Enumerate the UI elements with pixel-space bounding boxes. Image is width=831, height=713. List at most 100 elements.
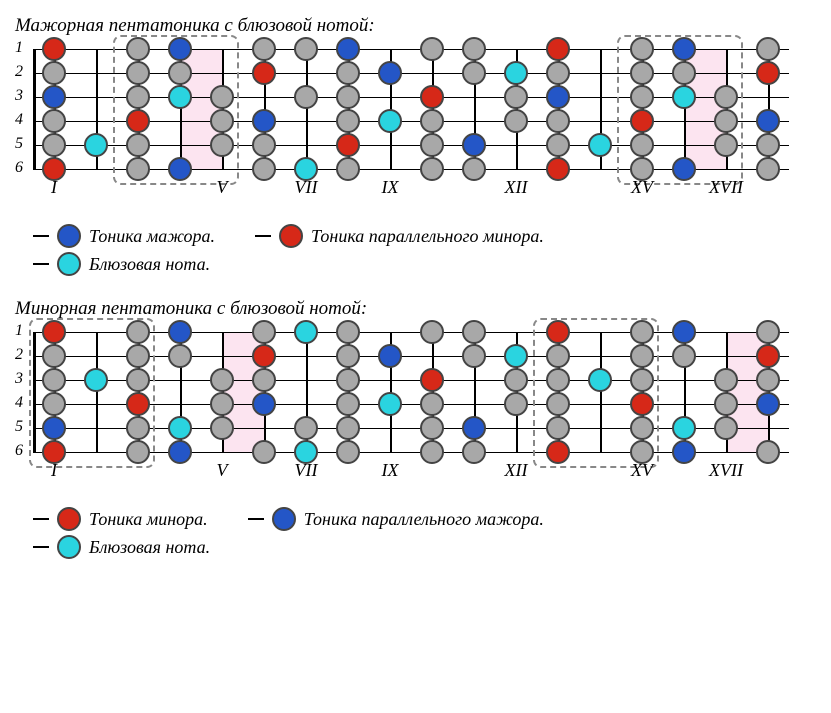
note-dot <box>420 440 444 464</box>
legend-label: Блюзовая нота. <box>89 537 210 558</box>
legend-item: Блюзовая нота. <box>33 252 210 276</box>
note-dot <box>462 157 486 181</box>
note-dot <box>546 368 570 392</box>
note-dot <box>294 85 318 109</box>
note-dot <box>252 37 276 61</box>
fretboard: 123456IVVIIIXXIIXVXVII <box>15 49 816 214</box>
note-dot <box>168 416 192 440</box>
diagram-title: Мажорная пентатоника с блюзовой нотой: <box>15 15 816 37</box>
note-dot <box>42 392 66 416</box>
note-dot <box>126 320 150 344</box>
note-dot <box>168 37 192 61</box>
note-dot <box>42 61 66 85</box>
note-dot <box>336 344 360 368</box>
note-dot <box>42 133 66 157</box>
note-dot <box>714 368 738 392</box>
note-dot <box>336 109 360 133</box>
note-dot <box>126 61 150 85</box>
note-dot <box>420 133 444 157</box>
note-dot <box>546 61 570 85</box>
note-dot <box>168 61 192 85</box>
fret-label: VII <box>295 177 318 198</box>
note-dot <box>504 109 528 133</box>
note-dot <box>630 392 654 416</box>
note-dot <box>210 133 234 157</box>
string-number: 5 <box>15 418 23 436</box>
note-dot <box>420 368 444 392</box>
note-dot <box>126 416 150 440</box>
legend-label: Блюзовая нота. <box>89 254 210 275</box>
note-dot <box>42 344 66 368</box>
note-dot <box>336 85 360 109</box>
note-dot <box>252 320 276 344</box>
note-dot <box>168 157 192 181</box>
note-dot <box>672 37 696 61</box>
note-dot <box>42 320 66 344</box>
note-dot <box>42 416 66 440</box>
note-dot <box>168 440 192 464</box>
note-dot <box>252 440 276 464</box>
note-dot <box>336 368 360 392</box>
legend-label: Тоника минора. <box>89 509 208 530</box>
fret-label: XV <box>631 460 653 481</box>
legend-item: Тоника параллельного мажора. <box>248 507 544 531</box>
note-dot <box>462 37 486 61</box>
note-dot <box>462 61 486 85</box>
fret-label: XII <box>505 460 528 481</box>
note-dot <box>420 109 444 133</box>
note-dot <box>336 133 360 157</box>
note-dot <box>336 61 360 85</box>
note-dot <box>210 368 234 392</box>
note-dot <box>714 133 738 157</box>
note-dot <box>714 392 738 416</box>
note-dot <box>126 344 150 368</box>
note-dot <box>672 85 696 109</box>
legend-item: Тоника минора. <box>33 507 208 531</box>
note-dot <box>672 344 696 368</box>
fret-label: VII <box>295 460 318 481</box>
note-dot <box>756 344 780 368</box>
note-dot <box>294 37 318 61</box>
note-dot <box>672 157 696 181</box>
note-dot <box>252 109 276 133</box>
note-dot <box>420 37 444 61</box>
legend-label: Тоника мажора. <box>89 226 215 247</box>
note-dot <box>714 85 738 109</box>
legend-dot <box>57 252 81 276</box>
note-dot <box>126 157 150 181</box>
fret-label: XVII <box>709 460 743 481</box>
string-number: 6 <box>15 442 23 460</box>
note-dot <box>252 157 276 181</box>
note-dot <box>630 109 654 133</box>
note-dot <box>756 37 780 61</box>
note-dot <box>252 392 276 416</box>
note-dot <box>462 440 486 464</box>
note-dot <box>672 440 696 464</box>
note-dot <box>630 320 654 344</box>
fret-label: XVII <box>709 177 743 198</box>
note-dot <box>84 368 108 392</box>
note-dot <box>546 440 570 464</box>
legend-item: Тоника мажора. <box>33 224 215 248</box>
note-dot <box>126 37 150 61</box>
nut <box>33 49 36 169</box>
fret-label: XV <box>631 177 653 198</box>
fret-label: XII <box>505 177 528 198</box>
note-dot <box>294 416 318 440</box>
note-dot <box>336 157 360 181</box>
note-dot <box>42 368 66 392</box>
string-number: 4 <box>15 394 23 412</box>
note-dot <box>504 85 528 109</box>
note-dot <box>42 85 66 109</box>
note-dot <box>756 440 780 464</box>
note-dot <box>42 37 66 61</box>
string-number: 1 <box>15 322 23 340</box>
fret-label: IX <box>382 460 399 481</box>
string-number: 6 <box>15 159 23 177</box>
note-dot <box>126 109 150 133</box>
note-dot <box>630 85 654 109</box>
note-dot <box>630 133 654 157</box>
note-dot <box>126 392 150 416</box>
note-dot <box>630 344 654 368</box>
note-dot <box>588 133 612 157</box>
